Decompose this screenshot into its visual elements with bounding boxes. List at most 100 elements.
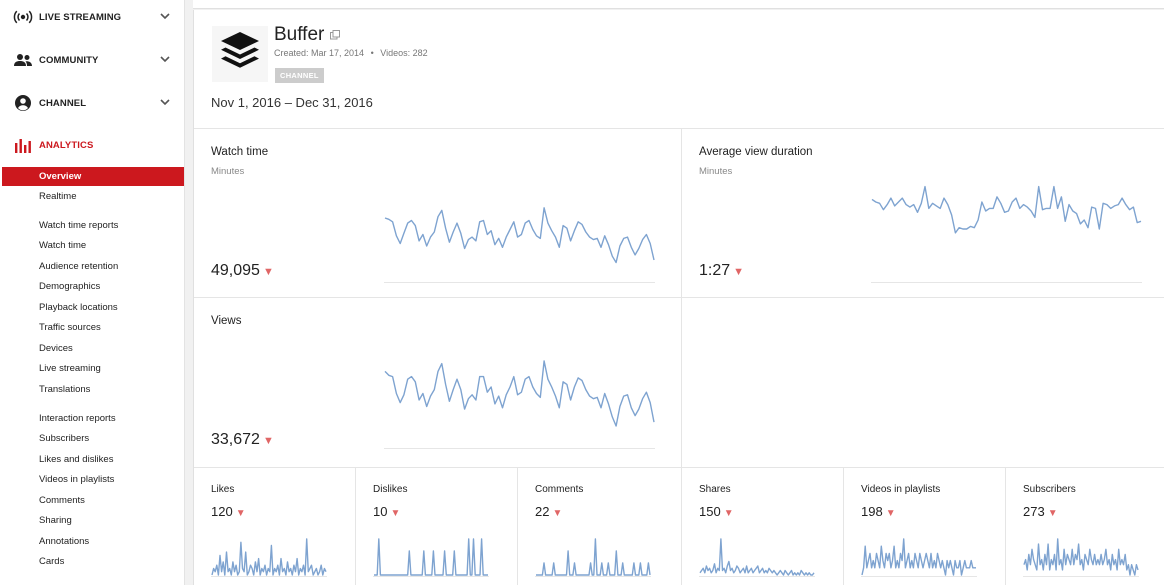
- metric-value: 33,672 ▼: [211, 431, 274, 449]
- metric-value: 10 ▼: [373, 504, 400, 519]
- sidebar-section-channel[interactable]: CHANNEL: [0, 89, 185, 117]
- metric-value: 150 ▼: [699, 504, 734, 519]
- metric-value-text: 150: [699, 504, 721, 519]
- watch-time-sparkline: [384, 207, 655, 283]
- metric-value-text: 22: [535, 504, 550, 519]
- metric-title: Average view duration: [699, 146, 813, 158]
- metric-value-text: 198: [861, 504, 883, 519]
- sidebar-section-analytics[interactable]: ANALYTICS: [0, 131, 185, 159]
- dislikes-series-line: [374, 538, 488, 576]
- divider: [194, 128, 1164, 129]
- sidebar-item-traffic-sources[interactable]: Traffic sources: [39, 322, 101, 333]
- metric-title: Comments: [535, 484, 584, 495]
- likes-sparkline: [211, 538, 327, 577]
- channel-icon: [13, 92, 33, 114]
- metric-value: 49,095 ▼: [211, 262, 274, 280]
- trend-down-icon: ▼: [885, 508, 896, 519]
- sidebar-section-live-streaming[interactable]: LIVE STREAMING: [0, 3, 185, 31]
- sidebar-group-interaction-reports[interactable]: Interaction reports: [39, 413, 116, 424]
- videos-in-playlists-sparkline: [861, 538, 977, 577]
- sidebar-item-videos-in-playlists[interactable]: Videos in playlists: [39, 474, 115, 485]
- sidebar-item-demographics[interactable]: Demographics: [39, 281, 101, 292]
- metric-value: 120 ▼: [211, 504, 246, 519]
- divider: [194, 467, 1164, 468]
- sidebar-item-annotations[interactable]: Annotations: [39, 536, 90, 547]
- chevron-down-icon[interactable]: [158, 52, 172, 66]
- top-strip: [193, 0, 1164, 9]
- videos-in-playlists-series-line: [861, 538, 976, 576]
- trend-down-icon: ▼: [552, 508, 563, 519]
- sidebar-item-watch-time[interactable]: Watch time: [39, 240, 87, 251]
- overview-card: Buffer Created: Mar 17, 2014 • Videos: 2…: [193, 10, 1164, 585]
- metric-value-text: 10: [373, 504, 388, 519]
- sidebar-group-watch-time-reports[interactable]: Watch time reports: [39, 220, 119, 231]
- trend-down-icon: ▼: [262, 266, 274, 278]
- sidebar-item-subscribers[interactable]: Subscribers: [39, 433, 90, 444]
- shares-series-line: [699, 538, 815, 576]
- metric-value: 22 ▼: [535, 504, 562, 519]
- metric-value: 198 ▼: [861, 504, 896, 519]
- divider: [843, 467, 844, 585]
- live-streaming-icon: [13, 6, 33, 28]
- chevron-down-icon[interactable]: [158, 95, 172, 109]
- sidebar-item-live-streaming[interactable]: Live streaming: [39, 363, 101, 374]
- views-sparkline: [384, 360, 655, 449]
- trend-down-icon: ▼: [1047, 508, 1058, 519]
- avg-view-duration-series-line: [871, 185, 1142, 234]
- sidebar-section-label: COMMUNITY: [39, 54, 99, 66]
- divider: [355, 467, 356, 585]
- sidebar-section-label: CHANNEL: [39, 97, 87, 109]
- sidebar-section-community[interactable]: COMMUNITY: [0, 46, 185, 74]
- sidebar-item-playback-locations[interactable]: Playback locations: [39, 302, 118, 313]
- sidebar-section-label: ANALYTICS: [39, 139, 94, 151]
- metric-value-text: 273: [1023, 504, 1045, 519]
- trend-down-icon: ▼: [235, 508, 246, 519]
- sidebar-item-audience-retention[interactable]: Audience retention: [39, 261, 119, 272]
- shares-sparkline: [699, 538, 815, 577]
- views-series-line: [384, 360, 655, 427]
- meta-separator: •: [370, 48, 374, 58]
- date-range: Nov 1, 2016 – Dec 31, 2016: [211, 95, 373, 110]
- channel-videos-count: Videos: 282: [380, 48, 428, 58]
- trend-down-icon: ▼: [733, 266, 745, 278]
- metric-value-text: 49,095: [211, 262, 260, 279]
- sidebar-item-comments[interactable]: Comments: [39, 495, 85, 506]
- sidebar-item-translations[interactable]: Translations: [39, 384, 91, 395]
- divider: [517, 467, 518, 585]
- sidebar-section-label: LIVE STREAMING: [39, 11, 122, 23]
- metric-value: 1:27 ▼: [699, 262, 744, 280]
- analytics-icon: [13, 134, 33, 156]
- divider: [681, 467, 682, 585]
- metric-value-text: 1:27: [699, 262, 731, 279]
- external-link-icon[interactable]: [330, 30, 340, 40]
- metric-title: Watch time: [211, 146, 269, 158]
- chevron-down-icon[interactable]: [158, 9, 172, 23]
- channel-logo: [212, 26, 268, 82]
- trend-down-icon: ▼: [262, 435, 274, 447]
- sidebar-item-overview[interactable]: Overview: [2, 167, 184, 186]
- watch-time-series-line: [384, 207, 655, 264]
- metric-title: Videos in playlists: [861, 484, 941, 495]
- comments-series-line: [536, 538, 651, 576]
- sidebar-item-devices[interactable]: Devices: [39, 343, 73, 354]
- community-icon: [13, 49, 33, 71]
- divider: [1005, 467, 1006, 585]
- metric-title: Dislikes: [373, 484, 408, 495]
- metric-value-text: 120: [211, 504, 233, 519]
- sidebar-item-realtime[interactable]: Realtime: [39, 191, 77, 202]
- sidebar: LIVE STREAMING COMMUNITY CHANNEL ANALYTI…: [0, 0, 185, 585]
- metric-title: Shares: [699, 484, 731, 495]
- comments-sparkline: [535, 538, 651, 577]
- metric-title: Subscribers: [1023, 484, 1076, 495]
- metric-title: Likes: [211, 484, 235, 495]
- channel-name[interactable]: Buffer: [274, 24, 325, 45]
- metric-subtitle: Minutes: [211, 166, 245, 177]
- trend-down-icon: ▼: [723, 508, 734, 519]
- sidebar-item-sharing[interactable]: Sharing: [39, 515, 72, 526]
- sidebar-item-cards[interactable]: Cards: [39, 556, 65, 567]
- avg-view-duration-sparkline: [871, 185, 1142, 283]
- dislikes-sparkline: [373, 538, 489, 577]
- metric-value: 273 ▼: [1023, 504, 1058, 519]
- sidebar-item-likes-and-dislikes[interactable]: Likes and dislikes: [39, 454, 114, 465]
- subscribers-series-line: [1023, 538, 1139, 576]
